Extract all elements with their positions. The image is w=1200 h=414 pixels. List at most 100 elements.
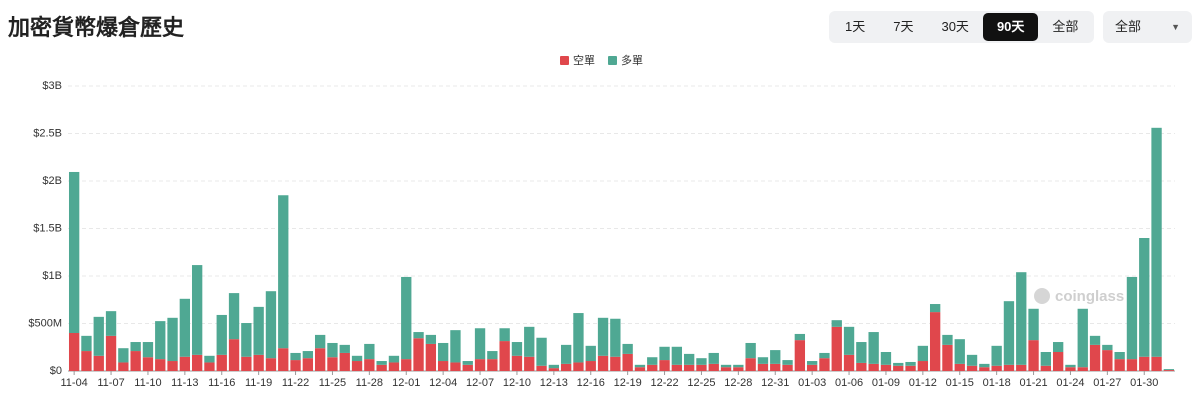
y-tick-label: $500M [28, 317, 62, 329]
bar-segment [155, 359, 166, 371]
watermark: coinglass [1055, 288, 1124, 305]
bar-segment [893, 365, 904, 371]
x-tick-label: 12-07 [466, 377, 494, 389]
x-tick-label: 01-06 [835, 377, 863, 389]
range-button[interactable]: 1天 [845, 19, 866, 34]
range-button[interactable]: 7天 [893, 19, 914, 34]
bar-segment [327, 357, 338, 371]
bar-segment [130, 351, 141, 371]
bar-segment [597, 355, 609, 371]
x-tick-label: 11-19 [245, 377, 272, 389]
bar-segment [142, 342, 154, 358]
bar-segment [93, 316, 104, 356]
bar-segment [191, 354, 203, 371]
bar-segment [376, 361, 387, 365]
bar-segment [794, 333, 806, 341]
bar-segment [437, 342, 449, 362]
bar-segment [966, 354, 978, 366]
bar-segment [634, 367, 646, 371]
bar-segment [720, 367, 732, 371]
x-tick-label: 12-31 [761, 377, 789, 389]
bar-segment [364, 343, 375, 360]
y-tick-label: $0 [50, 365, 62, 377]
bar-segment [339, 352, 350, 371]
bar-segment [647, 357, 658, 365]
bar-segment [573, 313, 584, 363]
bar-segment [560, 344, 572, 364]
bar-segment [770, 350, 781, 364]
bar-segment [671, 364, 683, 371]
bar-segment [474, 328, 486, 360]
bar-segment [1016, 364, 1027, 371]
bar-segment [868, 332, 879, 364]
bar-segment [942, 344, 953, 371]
bar-segment [1065, 367, 1076, 371]
bar-segment [770, 363, 781, 371]
bar-segment [302, 351, 314, 359]
bar-segment [290, 352, 301, 361]
x-tick-label: 12-10 [503, 377, 531, 389]
bar-segment [536, 337, 547, 366]
bar-segment [425, 334, 437, 344]
bar-segment [683, 353, 695, 365]
bar-segment [757, 357, 769, 364]
bar-segment [351, 355, 363, 362]
bar-segment [118, 348, 129, 363]
bar-segment [68, 333, 80, 371]
bar-segment [142, 357, 154, 371]
bar-segment [499, 328, 510, 342]
x-tick-label: 12-28 [724, 377, 752, 389]
legend-swatch [560, 56, 569, 65]
bar-segment [634, 364, 646, 368]
bar-segment [647, 364, 658, 371]
bar-segment [880, 352, 892, 365]
bar-segment [819, 352, 830, 359]
bar-segment [1139, 238, 1150, 357]
x-tick-label: 12-13 [540, 377, 568, 389]
bar-segment [905, 361, 916, 366]
bar-segment [585, 345, 596, 362]
bar-segment [314, 334, 326, 349]
bar-segment [893, 362, 904, 366]
bar-segment [856, 362, 867, 371]
x-tick-label: 01-12 [909, 377, 937, 389]
dropdown-arrow: ▼ [1171, 22, 1180, 32]
bar-segment [105, 311, 117, 336]
bar-segment [364, 359, 375, 371]
bar-segment [81, 335, 92, 352]
bar-segment [991, 345, 1002, 366]
bar-segment [929, 304, 941, 313]
bar-segment [1052, 342, 1064, 352]
bar-segment [1163, 370, 1175, 371]
bar-segment [880, 364, 892, 371]
bar-segment [929, 312, 941, 371]
bar-segment [93, 355, 104, 371]
bar-segment [1040, 352, 1052, 366]
bar-segment [278, 348, 289, 371]
bar-segment [1151, 356, 1162, 371]
y-tick-label: $2.5B [33, 127, 62, 139]
bar-segment [843, 354, 855, 371]
dropdown[interactable]: 全部 ▼ [1103, 11, 1192, 43]
bar-segment [622, 343, 633, 354]
bar-segment [671, 346, 683, 365]
bar-segment [167, 317, 178, 362]
bar-segment [401, 276, 412, 360]
range-button[interactable]: 全部 [1052, 19, 1079, 34]
range-button[interactable]: 90天 [982, 13, 1039, 41]
bar-segment [1102, 344, 1113, 351]
x-tick-label: 01-09 [872, 377, 900, 389]
x-tick-label: 11-13 [171, 377, 198, 389]
bar-segment [351, 361, 363, 371]
bar-segment [560, 363, 572, 371]
x-tick-label: 01-27 [1093, 377, 1121, 389]
bar-segment [1003, 364, 1015, 371]
bar-segment [806, 361, 818, 365]
bar-segment [979, 363, 990, 368]
bar-segment [462, 361, 473, 365]
bar-segment [241, 356, 252, 371]
bar-segment [979, 367, 990, 371]
x-tick-label: 12-16 [577, 377, 605, 389]
range-button[interactable]: 30天 [941, 19, 969, 34]
